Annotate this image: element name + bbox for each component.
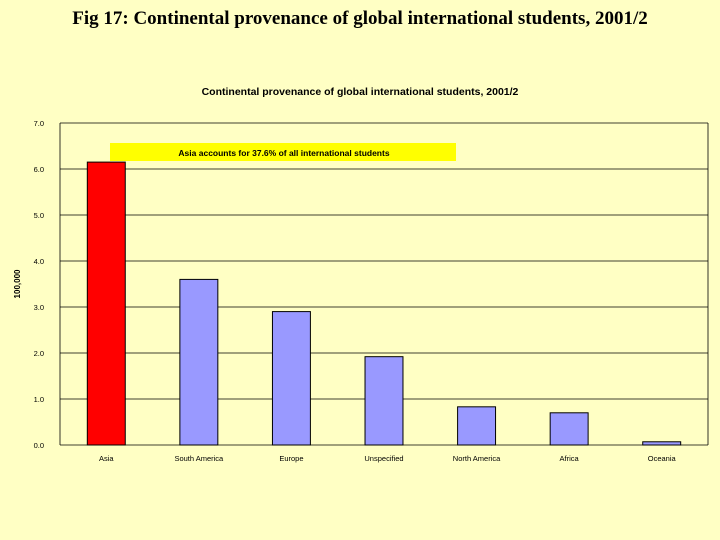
bars	[86, 161, 682, 446]
y-tick-labels: 0.0 1.0 2.0 3.0 4.0 5.0 6.0 7.0	[34, 119, 44, 450]
chart-title: Continental provenance of global interna…	[202, 86, 519, 98]
slide-title: Fig 17: Continental provenance of global…	[72, 8, 648, 29]
x-tick-label: Africa	[560, 454, 580, 463]
x-tick-label: North America	[453, 454, 501, 463]
bar-oceania	[642, 441, 682, 446]
y-tick-label: 1.0	[34, 395, 44, 404]
y-tick-label: 5.0	[34, 211, 44, 220]
bar-north-america	[457, 406, 497, 446]
bar-unspecified	[364, 356, 404, 446]
bar-europe	[271, 311, 311, 446]
bar-africa	[549, 412, 589, 446]
y-tick-label: 3.0	[34, 303, 44, 312]
x-tick-label: Europe	[279, 454, 303, 463]
x-tick-label: Unspecified	[364, 454, 403, 463]
annotation-text: Asia accounts for 37.6% of all internati…	[178, 148, 389, 158]
x-tick-label: Oceania	[648, 454, 677, 463]
x-tick-label: South America	[174, 454, 224, 463]
x-tick-labels: Asia South America Europe Unspecified North …	[99, 454, 677, 463]
y-tick-label: 4.0	[34, 257, 44, 266]
y-tick-label: 6.0	[34, 165, 44, 174]
y-tick-label: 0.0	[34, 441, 44, 450]
x-tick-label: Asia	[99, 454, 114, 463]
y-tick-label: 2.0	[34, 349, 44, 358]
y-tick-label: 7.0	[34, 119, 44, 128]
y-axis-label: 100,000	[13, 269, 22, 298]
bar-south-america	[179, 278, 219, 446]
bar-asia	[86, 161, 126, 446]
annotation-box	[110, 143, 456, 161]
